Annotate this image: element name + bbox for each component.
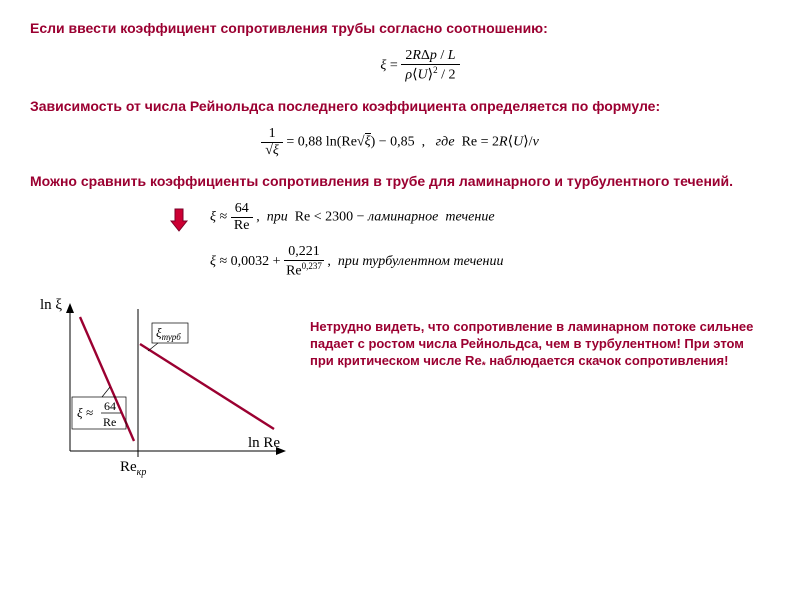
heading-3: Можно сравнить коэффициенты сопротивлени… [30,173,770,189]
formula-2: 1 √ξ = 0,88 ln(Re√ξ) − 0,85 , где Re = 2… [30,126,770,159]
chart-crit-label: Reкр [120,459,146,478]
formula-4: ξ ≈ 0,0032 + 0,221 Re0,237 , при турбуле… [210,244,770,280]
svg-text:ξ ≈: ξ ≈ [77,405,93,420]
conclusion-text: Нетрудно видеть, что сопротивление в лам… [310,319,770,372]
chart-x-label: ln Re [248,435,280,451]
resistance-chart: ln ξ ln Re Reкр ξтурб ξ ≈ 64 Re [30,289,290,489]
heading-2: Зависимость от числа Рейнольдса последне… [30,98,770,114]
chart-y-label: ln ξ [40,297,62,313]
svg-text:64: 64 [104,399,116,413]
formula-1: ξ = 2RΔp / L ρ⟨U⟩2 / 2 [70,48,770,84]
chart-turb-label: ξтурб [156,325,181,342]
formula-3: ξ ≈ 64 Re , при Re < 2300 − ламинарное т… [210,201,770,234]
arrow-down-icon [170,207,186,229]
svg-text:Re: Re [103,415,116,429]
conclusion-part-b: наблюдается скачок сопротивления! [486,353,729,368]
heading-1: Если ввести коэффициент сопротивления тр… [30,20,770,36]
